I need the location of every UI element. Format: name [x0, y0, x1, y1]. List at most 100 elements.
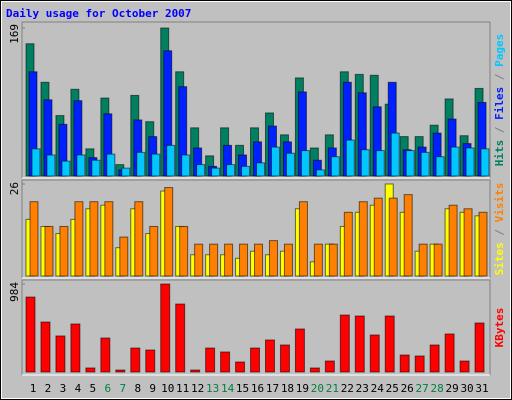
bar	[145, 349, 156, 373]
bar	[309, 367, 320, 373]
max-label: 169	[8, 24, 21, 44]
bar	[345, 139, 355, 177]
title: Daily usage for October 2007	[6, 7, 191, 20]
bar	[55, 335, 66, 373]
bar	[224, 243, 234, 277]
max-label: 26	[8, 182, 21, 195]
bar	[435, 156, 445, 177]
bar	[360, 149, 370, 177]
bar	[465, 147, 475, 177]
bar	[300, 150, 310, 177]
x-tick-label: 3	[60, 382, 67, 395]
legend-entry: KBytes	[493, 308, 506, 348]
bar	[160, 283, 171, 373]
bar	[136, 151, 146, 177]
bar	[91, 159, 101, 177]
bar	[283, 243, 293, 277]
bar	[100, 337, 111, 373]
bar	[205, 347, 216, 373]
bar	[429, 344, 440, 373]
x-tick-label: 15	[236, 382, 249, 395]
bar	[384, 315, 395, 373]
x-tick-label: 1	[30, 382, 37, 395]
bar	[354, 315, 365, 373]
bar	[164, 187, 174, 277]
x-tick-label: 18	[281, 382, 294, 395]
bar	[328, 243, 338, 277]
bar	[444, 333, 455, 373]
bar	[324, 360, 335, 373]
x-tick-label: 2	[45, 382, 52, 395]
bar	[235, 361, 246, 373]
x-tick-label: 12	[191, 382, 204, 395]
bar	[343, 211, 353, 277]
legend-entry: Sites	[493, 242, 506, 275]
bar	[194, 243, 204, 277]
bar	[405, 150, 415, 177]
legend-entry: Files	[493, 87, 506, 120]
bar	[29, 201, 39, 277]
x-tick-label: 7	[119, 382, 126, 395]
bar	[134, 201, 144, 277]
bar	[59, 225, 69, 277]
bar	[196, 164, 206, 177]
bar	[119, 236, 129, 277]
bar	[339, 314, 350, 373]
bar	[403, 194, 413, 277]
bar	[474, 322, 485, 373]
bar	[390, 132, 400, 177]
bar	[463, 208, 473, 277]
bar	[448, 204, 458, 277]
bar	[181, 154, 191, 177]
bar	[166, 144, 176, 177]
bar	[241, 165, 251, 177]
bar	[254, 243, 264, 277]
legend-entry: Pages	[493, 34, 506, 67]
bar	[211, 167, 221, 177]
bar	[330, 156, 340, 177]
x-tick-label: 14	[221, 382, 235, 395]
bar	[270, 146, 280, 177]
x-tick-label: 19	[296, 382, 309, 395]
bar	[40, 321, 51, 373]
bar	[179, 225, 189, 277]
bar	[264, 339, 275, 373]
x-tick-label: 16	[251, 382, 264, 395]
bar	[399, 354, 410, 373]
legend-entry: Visits	[493, 183, 506, 223]
legend: Hits / Files / Pages	[493, 34, 506, 167]
bar	[478, 211, 488, 277]
bar	[250, 347, 261, 373]
legend-separator: /	[493, 67, 506, 87]
x-tick-label: 13	[206, 382, 219, 395]
bar	[89, 201, 99, 277]
x-tick-label: 29	[445, 382, 458, 395]
legend-separator: /	[493, 120, 506, 140]
legend: Sites / Visits	[493, 183, 506, 276]
x-tick-label: 10	[161, 382, 174, 395]
bar	[480, 148, 490, 177]
bar	[433, 243, 443, 277]
bar	[268, 240, 278, 277]
bar	[459, 360, 470, 373]
bar	[25, 296, 36, 373]
bar	[190, 369, 201, 373]
bar	[373, 197, 383, 277]
bar	[279, 344, 290, 373]
bar	[414, 355, 425, 373]
x-tick-label: 22	[341, 382, 354, 395]
bar	[76, 154, 86, 177]
bar	[31, 148, 41, 177]
bar	[298, 201, 308, 277]
bar	[418, 243, 428, 277]
legend: KBytes	[493, 308, 506, 348]
x-tick-label: 31	[475, 382, 488, 395]
bar	[151, 153, 161, 177]
x-tick-label: 21	[326, 382, 339, 395]
bar	[85, 367, 96, 373]
bar	[450, 146, 460, 177]
bar	[121, 167, 131, 177]
x-tick-label: 23	[356, 382, 369, 395]
